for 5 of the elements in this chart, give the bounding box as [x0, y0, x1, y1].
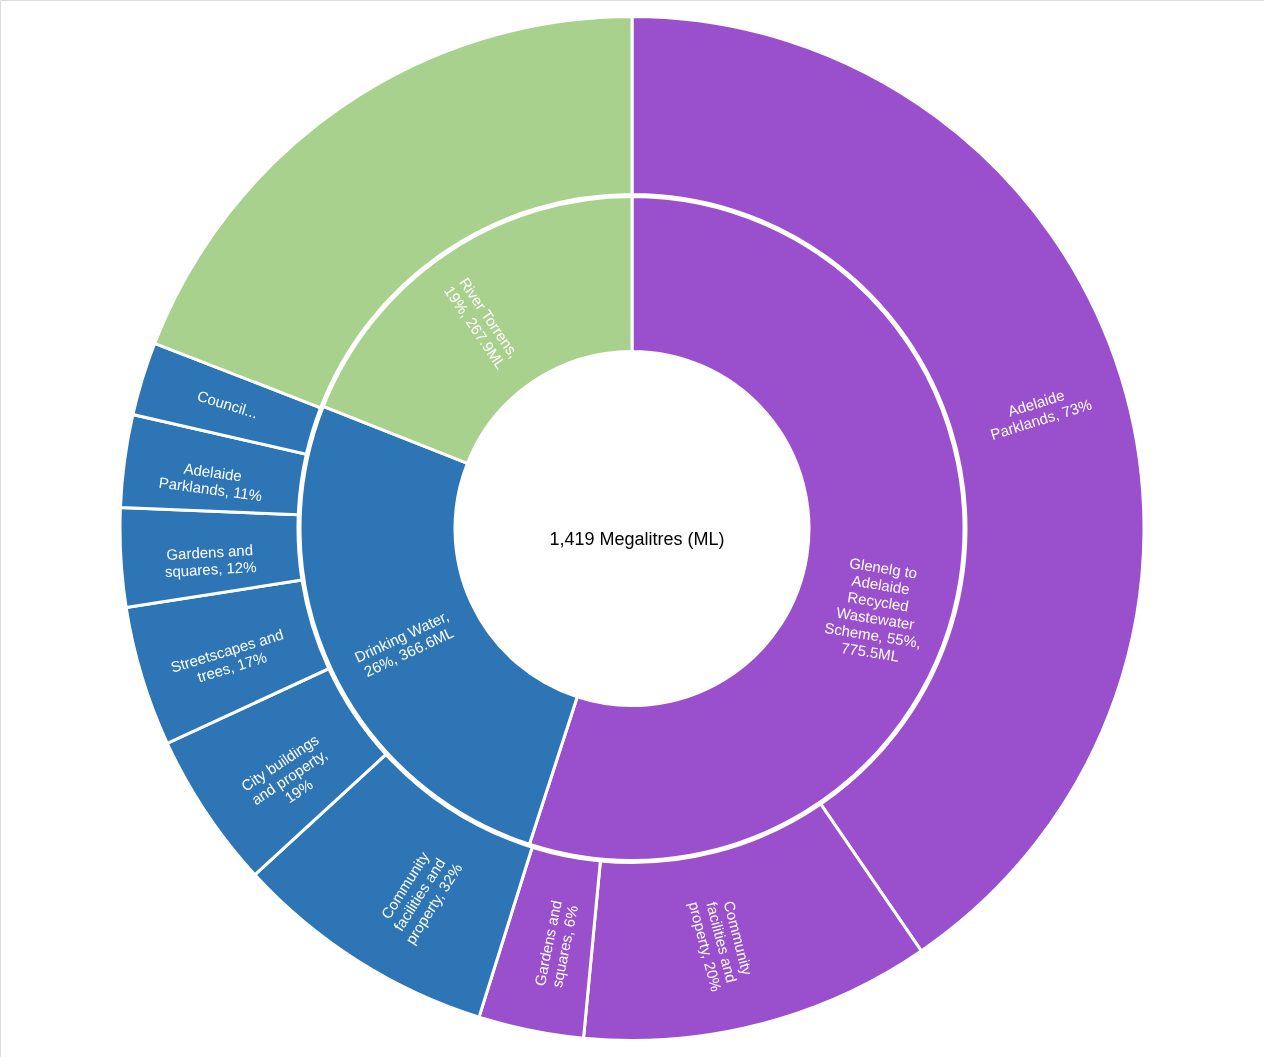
text: Gardens and squares, 6%	[530, 898, 582, 989]
data-label: Glenelg to Adelaide Recycled Wastewater Scheme, 55%, 775.5ML	[823, 554, 923, 665]
text: Gardens and squares, 12%	[164, 541, 257, 581]
text: 1,419 Megalitres (ML)	[549, 529, 725, 549]
text: Adelaide Parklands, 11%	[157, 459, 264, 505]
